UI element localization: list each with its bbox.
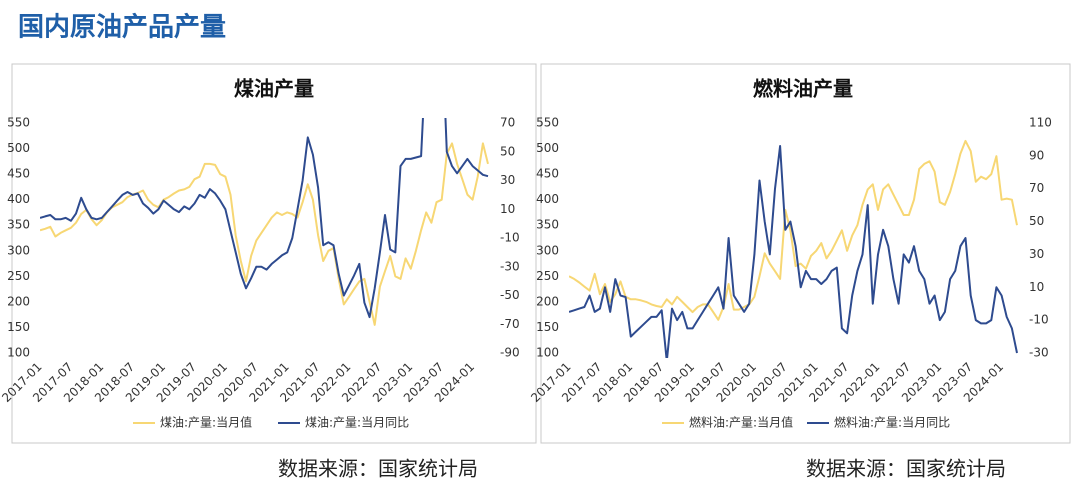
y-tick-label: 150 — [536, 320, 559, 334]
y-tick-label: 400 — [536, 192, 559, 206]
plot — [40, 118, 489, 326]
y2-tick-label: 70 — [500, 116, 515, 130]
panel — [540, 63, 1071, 444]
y-tick-label: 250 — [536, 269, 559, 283]
y2-tick-label: 30 — [500, 173, 515, 187]
y2-tick-label: 70 — [1029, 181, 1044, 195]
legend-label: 煤油:产量:当月值 — [160, 415, 252, 430]
y-tick-label: 550 — [536, 116, 559, 130]
series-line — [569, 145, 1018, 358]
y2-tick-label: 50 — [500, 144, 515, 158]
y-tick-label: 550 — [7, 116, 30, 130]
y2-tick-label: 50 — [1029, 214, 1044, 228]
y2-tick-label: 10 — [500, 202, 515, 216]
y-tick-label: 100 — [7, 346, 30, 360]
y2-tick-label: -90 — [500, 346, 520, 360]
chart-title: 燃料油产量 — [753, 77, 853, 101]
y-tick-label: 200 — [536, 294, 559, 308]
y-tick-label: 450 — [536, 167, 559, 181]
series-line — [40, 142, 489, 326]
series-line — [569, 139, 1018, 321]
y-tick-label: 500 — [7, 141, 30, 155]
y2-tick-label: 90 — [1029, 148, 1044, 162]
y-tick-label: 250 — [7, 269, 30, 283]
legend-label: 燃料油:产量:当月同比 — [834, 415, 950, 430]
y2-tick-label: 110 — [1029, 116, 1052, 130]
y2-tick-label: -30 — [1029, 346, 1049, 360]
y-tick-label: 300 — [536, 243, 559, 257]
legend-label: 煤油:产量:当月同比 — [305, 416, 409, 430]
plot — [569, 139, 1018, 358]
chart-title: 煤油产量 — [234, 77, 314, 101]
y2-tick-label: -30 — [500, 259, 520, 273]
y-tick-label: 350 — [536, 218, 559, 232]
y-tick-label: 150 — [7, 320, 30, 334]
y2-tick-label: 30 — [1029, 247, 1044, 261]
y-tick-label: 450 — [7, 167, 30, 181]
page-title: 国内原油产品产量 — [18, 13, 226, 43]
y2-tick-label: -50 — [500, 288, 520, 302]
y-tick-label: 100 — [536, 346, 559, 360]
panel — [11, 63, 537, 444]
y-tick-label: 300 — [7, 243, 30, 257]
y2-tick-label: 10 — [1029, 280, 1044, 294]
legend-label: 燃料油:产量:当月值 — [689, 415, 793, 430]
source: 数据来源：国家统计局 — [806, 457, 1006, 481]
y2-tick-label: -10 — [1029, 313, 1049, 327]
source: 数据来源：国家统计局 — [278, 457, 478, 481]
y2-tick-label: -70 — [500, 317, 520, 331]
y-tick-label: 350 — [7, 218, 30, 232]
series-line — [40, 118, 489, 319]
y-tick-label: 400 — [7, 192, 30, 206]
y-tick-label: 200 — [7, 294, 30, 308]
y2-tick-label: -10 — [500, 231, 520, 245]
y-tick-label: 500 — [536, 141, 559, 155]
